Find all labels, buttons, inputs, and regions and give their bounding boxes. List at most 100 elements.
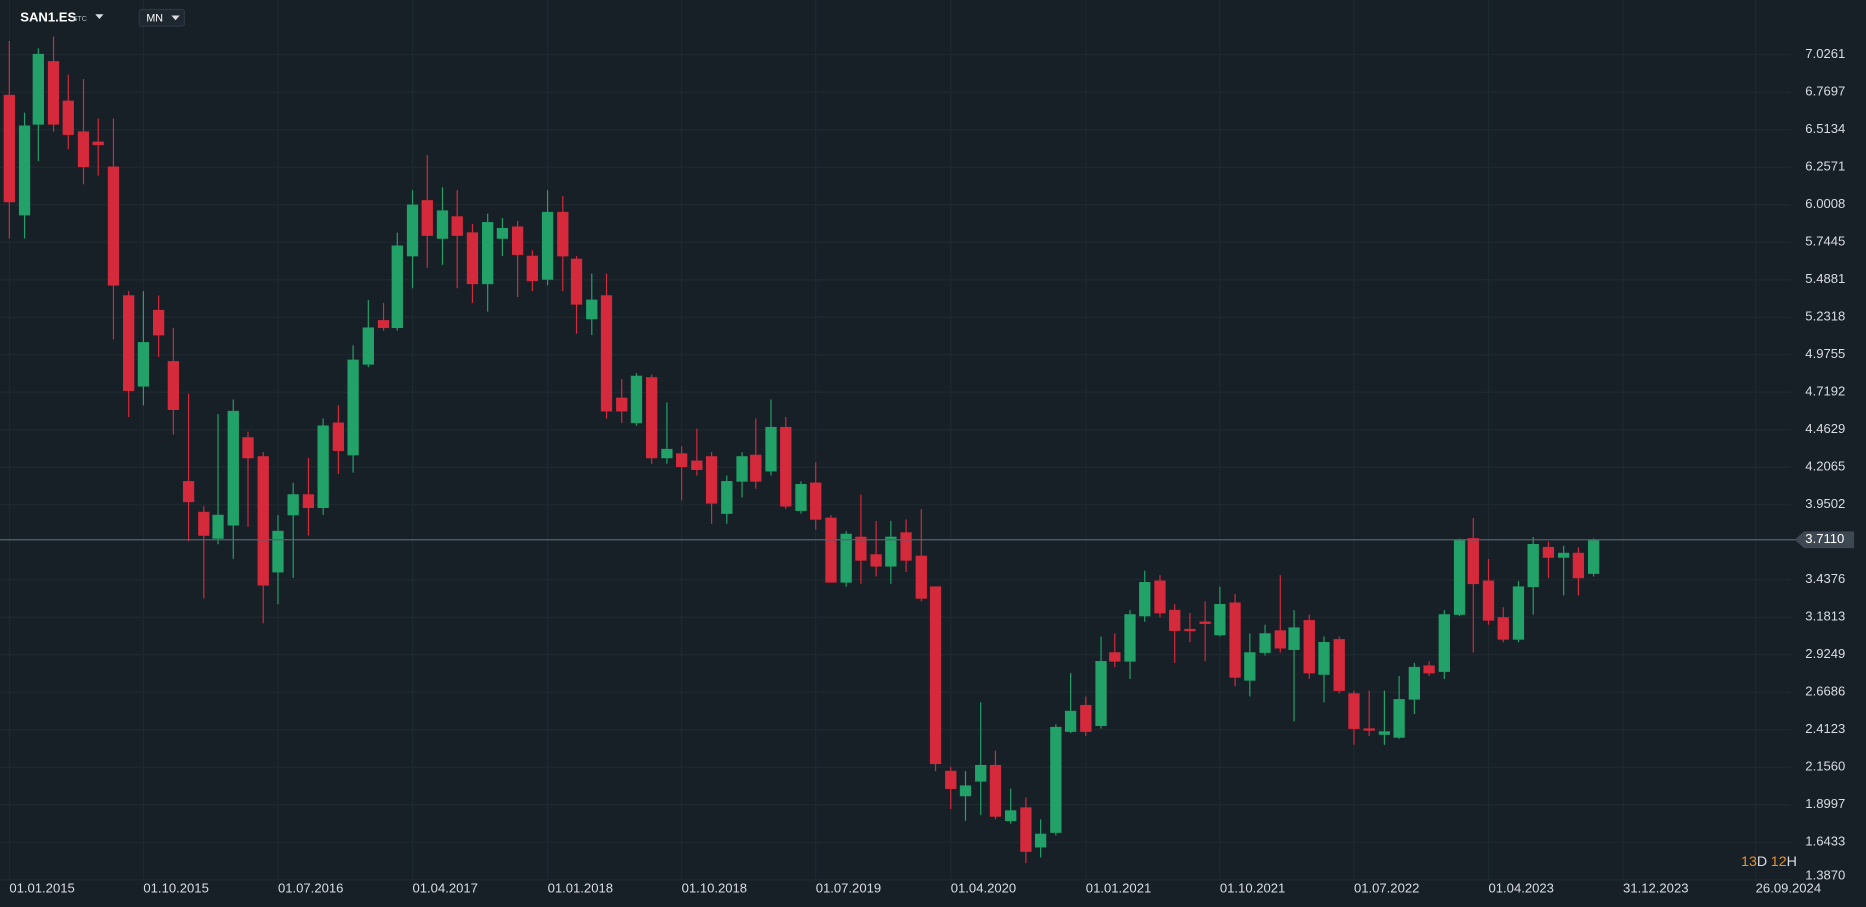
candle-body	[825, 517, 837, 583]
candle-body	[570, 258, 583, 305]
candle-body	[691, 460, 703, 470]
candle-body	[182, 481, 195, 503]
candle-body	[451, 216, 463, 236]
countdown-hour-unit: H	[1787, 854, 1797, 870]
last-price-tag	[1794, 531, 1855, 549]
candle-body	[167, 361, 180, 410]
candle-body	[227, 410, 239, 526]
candle-body	[1378, 731, 1391, 735]
grid	[0, 0, 1791, 881]
candle-body	[557, 211, 569, 257]
candle-body	[1050, 726, 1062, 833]
candle-body	[810, 482, 822, 520]
candle-body	[1214, 603, 1226, 636]
candle-body	[123, 295, 135, 391]
x-tick-label: 01.01.2021	[1086, 881, 1151, 896]
candle-body	[1497, 617, 1509, 640]
candle-body	[1080, 704, 1092, 732]
candle-body	[511, 226, 524, 255]
candle-body	[62, 100, 74, 135]
candles	[3, 36, 1600, 864]
candle-body	[77, 131, 90, 168]
candle-body	[1438, 614, 1450, 672]
candle-body	[705, 456, 718, 504]
y-tick-label: 4.9755	[1805, 346, 1845, 361]
countdown-day-unit: D	[1757, 854, 1767, 870]
candle-body	[362, 327, 374, 365]
candle-body	[1557, 552, 1570, 558]
candle-body	[1542, 546, 1555, 558]
candle-body	[1363, 728, 1375, 731]
timeframe-button[interactable]	[138, 8, 186, 27]
y-tick-label: 3.4376	[1805, 571, 1845, 586]
x-tick-label: 01.04.2023	[1489, 881, 1554, 896]
x-tick-label: 01.07.2019	[816, 881, 881, 896]
y-tick-label: 1.3870	[1805, 868, 1845, 883]
candle-body	[721, 481, 733, 514]
candle-body	[975, 764, 987, 782]
candle-body	[1288, 627, 1300, 650]
candle-body	[1572, 552, 1585, 579]
countdown: 13D 12H	[1741, 854, 1797, 870]
candle-body	[586, 299, 598, 320]
y-tick-label: 6.5134	[1805, 121, 1845, 136]
candle-body	[32, 53, 44, 125]
candle-body	[1527, 543, 1539, 588]
candle-body	[1453, 539, 1466, 615]
candle-body	[630, 375, 643, 424]
x-tick-label: 01.10.2018	[682, 881, 747, 896]
candle-body	[1109, 652, 1121, 662]
symbol[interactable]: SAN1.ES	[20, 9, 76, 24]
candle-body	[198, 511, 210, 536]
overlay: 7.0261 6.7697 6.5134 6.2571 6.0008 5.7445 5.48…	[0, 46, 1855, 896]
candle-body	[1095, 661, 1107, 727]
timeframe[interactable]: MN	[146, 12, 163, 24]
candle-body	[3, 94, 15, 203]
candle-body	[107, 166, 120, 286]
toolbar: SAN1.ES STC MN	[20, 8, 186, 27]
candle-body	[287, 494, 299, 516]
y-tick-label: 2.4123	[1805, 721, 1845, 736]
candle-body	[945, 770, 957, 789]
candle-body	[929, 586, 942, 765]
candle-body	[1333, 639, 1345, 691]
candle-body	[616, 397, 628, 412]
candle-body	[1318, 642, 1330, 675]
candle-body	[377, 320, 390, 329]
candle-body	[885, 536, 897, 567]
candle-body	[391, 245, 403, 329]
candle-body	[421, 200, 433, 236]
candle-body	[332, 422, 345, 451]
candle-body	[915, 555, 927, 599]
candle-body	[1244, 652, 1256, 681]
x-tick-label: 01.07.2016	[278, 881, 343, 896]
candle-body	[1169, 609, 1181, 631]
candle-body	[1274, 630, 1286, 649]
y-tick-label: 3.9502	[1805, 496, 1845, 511]
candle-body	[600, 295, 613, 412]
y-tick-label: 6.0008	[1805, 196, 1845, 211]
y-tick-label: 3.1813	[1805, 609, 1845, 624]
symbol-dropdown[interactable]	[95, 14, 104, 20]
candle-body	[736, 456, 748, 482]
candle-body	[1034, 833, 1047, 848]
y-tick-label: 5.7445	[1805, 234, 1845, 249]
x-tick-label: 01.01.2018	[548, 881, 613, 896]
candle-body	[1587, 539, 1600, 574]
candle-body	[900, 532, 912, 561]
candle-body	[1408, 666, 1421, 700]
y-tick-label: 4.2065	[1805, 459, 1845, 474]
candle-body	[212, 514, 224, 539]
candle-body	[317, 425, 329, 509]
timeframe-dropdown[interactable]	[171, 15, 180, 21]
candle-body	[1482, 580, 1495, 621]
candle-body	[780, 426, 792, 507]
candle-body	[989, 764, 1002, 817]
candle-body	[47, 61, 60, 125]
y-tick-label: 1.6433	[1805, 834, 1845, 849]
candle-body	[1259, 633, 1271, 653]
candle-body	[541, 211, 554, 280]
candle-body	[466, 232, 479, 285]
candle-body	[750, 454, 762, 482]
